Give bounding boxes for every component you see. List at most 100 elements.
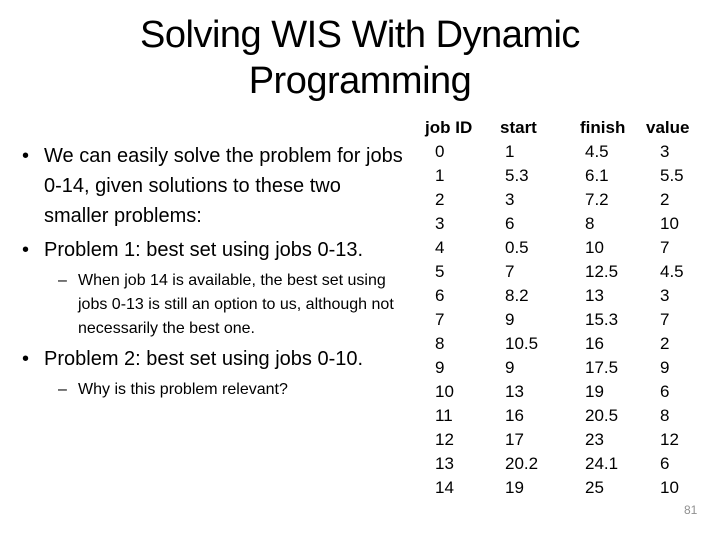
table-cell: 8: [660, 406, 670, 425]
table-cell: 8: [585, 214, 595, 233]
table-cell: 4.5: [660, 262, 684, 281]
table-cell: 3: [435, 214, 445, 233]
jobs-table-body: 0 1 4.5 3 1 5.3 6.1 5.5 2 3 7.2 2 3 6 8 10 4 0.5 10 7 5 7 12.5…: [420, 140, 704, 500]
table-cell: 14: [435, 478, 454, 497]
column-header-start: start: [500, 118, 537, 137]
bullet-list: • We can easily solve the problem for jo…: [20, 141, 420, 407]
table-row: 8 10.5 16 2: [420, 332, 704, 356]
table-cell: 10: [660, 478, 679, 497]
table-cell: 2: [660, 190, 670, 209]
table-row: 0 1 4.5 3: [420, 140, 704, 164]
sub-bullet-text: When job 14 is available, the best set u…: [78, 272, 394, 337]
table-cell: 9: [435, 358, 445, 377]
sub-bullet-item: – Why is this problem relevant?: [58, 378, 420, 402]
bullet-text: Problem 1: best set using jobs 0-13.: [44, 239, 364, 261]
table-cell: 5.3: [505, 166, 529, 185]
sub-bullet-text: Why is this problem relevant?: [78, 381, 288, 398]
table-cell: 12: [435, 430, 454, 449]
table-cell: 24.1: [585, 454, 619, 473]
table-cell: 20.2: [505, 454, 539, 473]
jobs-table-header: job ID start finish value: [420, 116, 704, 140]
table-cell: 7: [505, 262, 515, 281]
table-row: 6 8.2 13 3: [420, 284, 704, 308]
table-cell: 12: [660, 430, 679, 449]
table-cell: 16: [585, 334, 604, 353]
table-row: 13 20.2 24.1 6: [420, 452, 704, 476]
table-cell: 7: [435, 310, 445, 329]
table-cell: 2: [660, 334, 670, 353]
bullet-dash-icon: –: [58, 381, 67, 398]
table-cell: 12.5: [585, 262, 619, 281]
table-row: 10 13 19 6: [420, 380, 704, 404]
table-cell: 19: [585, 382, 604, 401]
table-row: 11 16 20.5 8: [420, 404, 704, 428]
table-cell: 19: [505, 478, 524, 497]
bullet-dot-icon: •: [22, 239, 30, 261]
table-cell: 10.5: [505, 334, 539, 353]
table-cell: 13: [585, 286, 604, 305]
table-cell: 23: [585, 430, 604, 449]
bullet-dot-icon: •: [22, 145, 30, 167]
table-cell: 17: [505, 430, 524, 449]
table-cell: 6: [505, 214, 515, 233]
table-cell: 5.5: [660, 166, 684, 185]
bullet-dash-icon: –: [58, 272, 67, 289]
table-cell: 10: [435, 382, 454, 401]
table-cell: 3: [660, 286, 670, 305]
table-row: 3 6 8 10: [420, 212, 704, 236]
table-cell: 6: [660, 382, 670, 401]
slide-page-number: 81: [684, 503, 698, 517]
table-row: 7 9 15.3 7: [420, 308, 704, 332]
bullet-dot-icon: •: [22, 348, 30, 370]
table-cell: 6.1: [585, 166, 609, 185]
table-row: 2 3 7.2 2: [420, 188, 704, 212]
table-row: 1 5.3 6.1 5.5: [420, 164, 704, 188]
bullet-text: Problem 2: best set using jobs 0-10.: [44, 348, 364, 370]
column-header-finish: finish: [580, 118, 626, 137]
table-cell: 10: [660, 214, 679, 233]
slide-title-line-1: Solving WIS With Dynamic: [140, 14, 580, 56]
table-cell: 8: [435, 334, 445, 353]
table-cell: 0: [435, 142, 445, 161]
bullet-item: • Problem 1: best set using jobs 0-13.: [20, 235, 420, 265]
table-cell: 9: [505, 358, 515, 377]
table-cell: 7: [660, 238, 670, 257]
table-cell: 17.5: [585, 358, 619, 377]
table-cell: 4.5: [585, 142, 609, 161]
column-header-value: value: [646, 118, 690, 137]
table-cell: 8.2: [505, 286, 529, 305]
table-cell: 4: [435, 238, 445, 257]
table-cell: 9: [505, 310, 515, 329]
table-row: 12 17 23 12: [420, 428, 704, 452]
bullet-text: We can easily solve the problem for jobs…: [44, 145, 403, 227]
table-row: 4 0.5 10 7: [420, 236, 704, 260]
column-header-job-id: job ID: [425, 118, 473, 137]
slide-title: Solving WIS With Dynamic Programming: [0, 12, 720, 104]
table-cell: 6: [660, 454, 670, 473]
table-cell: 3: [660, 142, 670, 161]
table-cell: 13: [505, 382, 524, 401]
table-cell: 15.3: [585, 310, 619, 329]
slide-title-line-2: Programming: [248, 60, 472, 102]
table-cell: 5: [435, 262, 445, 281]
table-cell: 3: [505, 190, 515, 209]
table-cell: 25: [585, 478, 604, 497]
table-cell: 0.5: [505, 238, 529, 257]
table-cell: 7: [660, 310, 670, 329]
table-row: 14 19 25 10: [420, 476, 704, 500]
table-cell: 16: [505, 406, 524, 425]
bullet-item: • We can easily solve the problem for jo…: [20, 141, 420, 231]
table-cell: 13: [435, 454, 454, 473]
bullet-item: • Problem 2: best set using jobs 0-10.: [20, 344, 420, 374]
jobs-table: job ID start finish value 0 1 4.5 3 1 5.3 6.1 5…: [420, 116, 704, 500]
table-cell: 20.5: [585, 406, 619, 425]
table-cell: 6: [435, 286, 445, 305]
table-cell: 7.2: [585, 190, 609, 209]
table-cell: 1: [505, 142, 515, 161]
table-row: 5 7 12.5 4.5: [420, 260, 704, 284]
table-cell: 2: [435, 190, 445, 209]
table-row: 9 9 17.5 9: [420, 356, 704, 380]
table-cell: 1: [435, 166, 445, 185]
table-cell: 9: [660, 358, 670, 377]
